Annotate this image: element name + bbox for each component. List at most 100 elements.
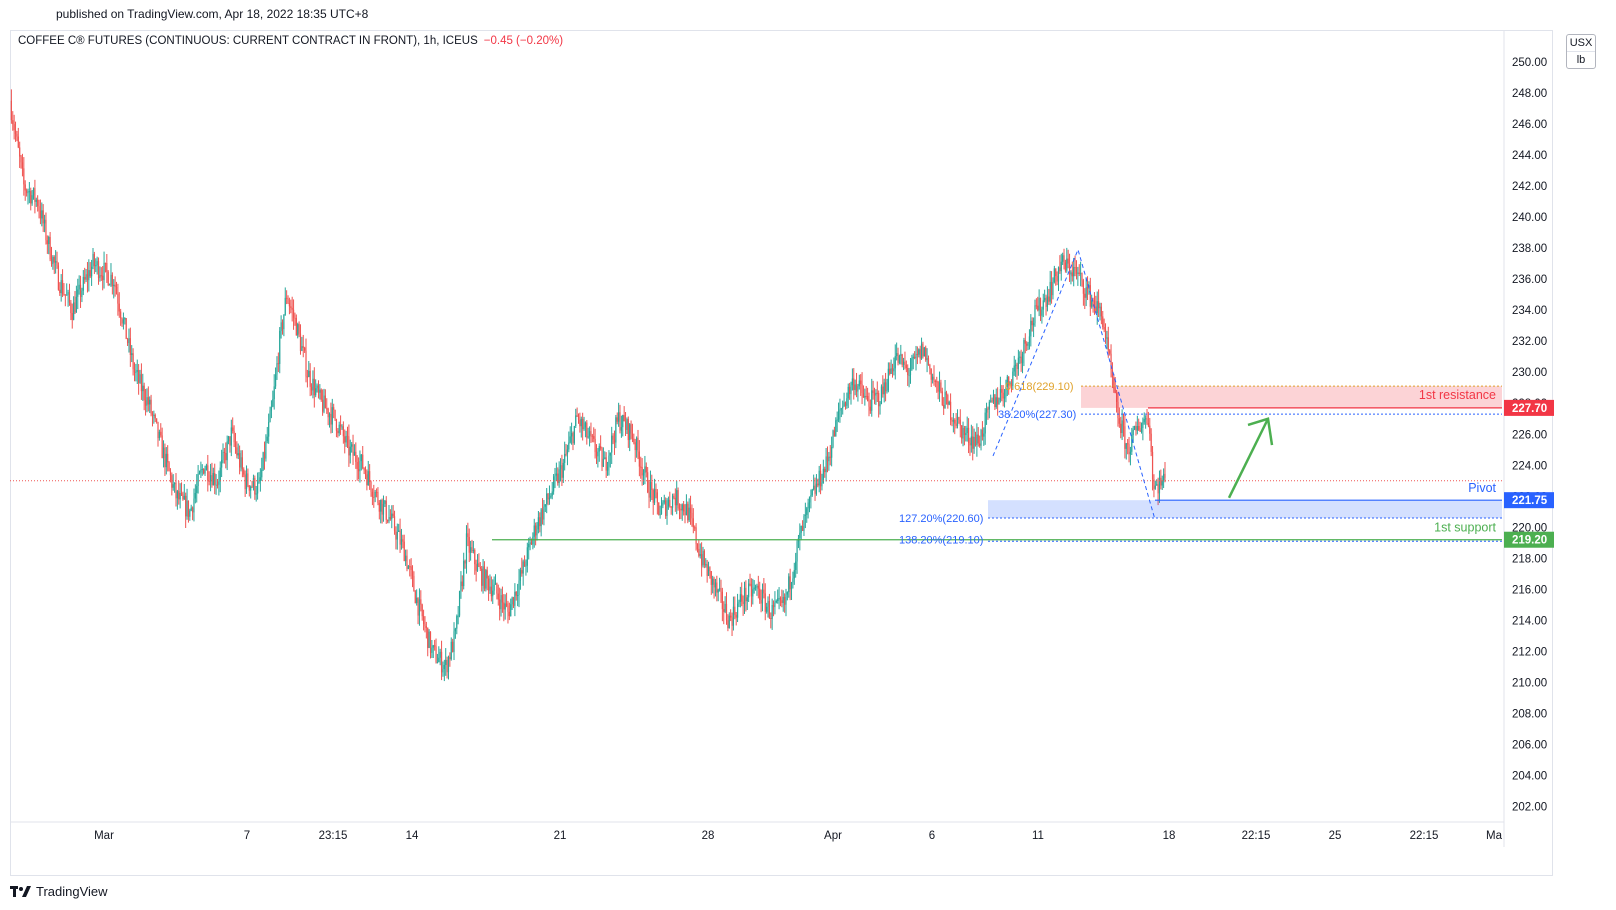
- candle-body: [439, 651, 441, 658]
- candle-body: [641, 467, 643, 476]
- candle-body: [790, 582, 793, 590]
- candle-body: [677, 490, 679, 509]
- candle-body: [400, 539, 403, 545]
- candle-body: [254, 478, 256, 495]
- candle-body: [85, 274, 87, 280]
- candle-body: [71, 313, 73, 320]
- candle-body: [771, 605, 773, 619]
- candle-body: [298, 324, 300, 334]
- currency-unit-selector[interactable]: USX lb: [1566, 34, 1596, 69]
- candle-body: [1045, 297, 1047, 307]
- candle-body: [172, 484, 174, 488]
- candle-body: [620, 427, 622, 431]
- candle-body: [414, 591, 416, 604]
- candle-body: [598, 446, 600, 452]
- candle-body: [219, 467, 221, 482]
- candle-body: [1143, 419, 1145, 423]
- candle-body: [979, 443, 981, 446]
- candle-body: [818, 470, 820, 486]
- candle-body: [52, 256, 54, 265]
- candle-body: [716, 582, 718, 593]
- candle-body: [1128, 444, 1130, 455]
- candle-body: [882, 386, 884, 395]
- candle-body: [247, 473, 249, 486]
- candle-body: [1095, 306, 1097, 314]
- candle-body: [316, 385, 318, 389]
- candle-body: [1075, 267, 1078, 274]
- candle-body: [553, 476, 555, 492]
- candle-body: [732, 606, 735, 626]
- time-tick-label: 6: [929, 830, 935, 842]
- price-tick-label: 224.00: [1512, 460, 1547, 472]
- candle-body: [631, 433, 634, 439]
- candle-body: [128, 338, 130, 344]
- candle-body: [706, 564, 708, 576]
- candle-body: [829, 456, 831, 458]
- candle-body: [402, 539, 404, 542]
- price-tick-label: 246.00: [1512, 119, 1547, 131]
- candle-body: [914, 356, 916, 359]
- symbol-legend[interactable]: COFFEE C® FUTURES (CONTINUOUS: CURRENT C…: [18, 35, 563, 47]
- candle-body: [933, 376, 935, 381]
- candle-body: [1005, 386, 1007, 397]
- candle-body: [121, 318, 123, 324]
- candle-body: [883, 382, 885, 395]
- candle-body: [322, 399, 324, 412]
- candle-body: [665, 500, 667, 516]
- candle-body: [541, 509, 544, 520]
- candle-body: [554, 475, 556, 477]
- candle-body: [190, 507, 192, 511]
- candle-body: [817, 483, 819, 486]
- candle-body: [476, 563, 479, 571]
- candle-body: [640, 466, 642, 468]
- candle-body: [1003, 396, 1006, 399]
- candle-body: [526, 547, 528, 566]
- candle-body: [925, 347, 927, 361]
- candle-body: [149, 399, 151, 405]
- candle-body: [893, 368, 895, 372]
- candle-body: [927, 358, 930, 365]
- candle-body: [519, 570, 522, 581]
- candle-body: [133, 369, 136, 373]
- candle-body: [857, 386, 859, 392]
- candle-body: [508, 611, 510, 617]
- candle-body: [171, 475, 173, 488]
- candle-body: [709, 567, 711, 572]
- candle-body: [32, 188, 35, 196]
- candle-body: [92, 253, 94, 267]
- candle-body: [948, 401, 950, 405]
- candle-body: [565, 453, 567, 455]
- candle-body: [268, 422, 270, 437]
- candle-body: [458, 591, 461, 616]
- candle-body: [855, 384, 858, 392]
- candle-body: [587, 436, 589, 438]
- candle-body: [102, 275, 104, 281]
- candle-body: [385, 500, 387, 520]
- candle-body: [225, 452, 227, 461]
- candle-body: [1133, 425, 1136, 430]
- candle-body: [865, 395, 867, 397]
- candle-body: [45, 219, 47, 241]
- candle-body: [66, 294, 68, 296]
- candle-body: [60, 280, 62, 294]
- candle-body: [624, 421, 627, 430]
- candle-body: [331, 407, 333, 425]
- candle-body: [483, 566, 486, 589]
- candle-body: [143, 385, 145, 401]
- candle-body: [584, 422, 587, 428]
- candle-body: [302, 346, 304, 348]
- candle-body: [233, 430, 235, 443]
- candle-body: [320, 389, 322, 400]
- candle-body: [1163, 473, 1165, 481]
- candle-body: [1070, 272, 1072, 275]
- candle-body: [115, 287, 118, 294]
- tradingview-brand[interactable]: TradingView: [10, 884, 108, 899]
- candle-body: [666, 506, 668, 516]
- candle-body: [468, 536, 470, 553]
- candle-body: [422, 616, 425, 625]
- candle-body: [593, 436, 595, 439]
- candle-body: [41, 210, 43, 219]
- candle-body: [1110, 353, 1112, 370]
- candle-body: [1063, 255, 1065, 263]
